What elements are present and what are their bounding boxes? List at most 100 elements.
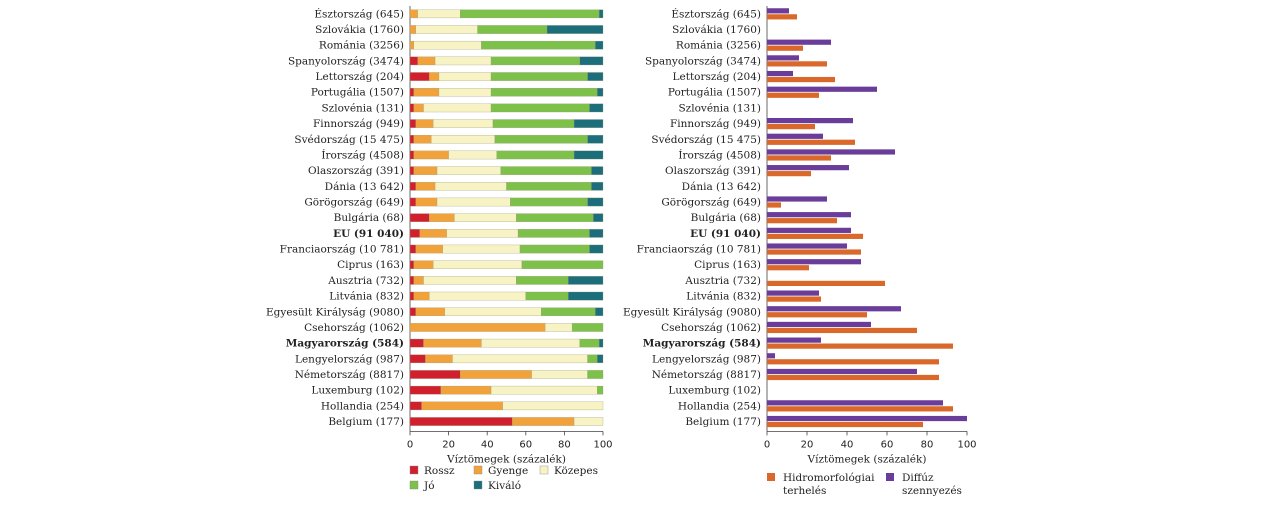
chart1-bar-segment bbox=[409, 354, 426, 364]
chart2-category-label: Görögország (649) bbox=[661, 197, 761, 209]
chart1-bar-segment bbox=[516, 213, 594, 222]
chart1-bar-segment bbox=[434, 56, 492, 66]
chart2-bar-hidromorf bbox=[767, 249, 861, 255]
chart1-bar-segment bbox=[415, 119, 434, 128]
chart2-category-label: Franciaország (10 781) bbox=[637, 244, 761, 256]
chart1-bar-segment bbox=[409, 385, 442, 395]
chart2-category-label: Németország (8817) bbox=[652, 369, 761, 381]
chart2-bar-hidromorf bbox=[767, 421, 923, 428]
chart1-bar-segment bbox=[593, 213, 604, 222]
chart2-category-label: Ciprus (163) bbox=[694, 259, 761, 271]
chart1-bar-segment bbox=[409, 338, 424, 348]
chart1-bar-segment bbox=[409, 40, 415, 50]
chart1-bar-segment bbox=[413, 260, 434, 269]
chart1-bar-segment bbox=[436, 197, 511, 207]
chart1-bar-segment bbox=[531, 370, 588, 379]
chart1-category-label: Lengyelország (987) bbox=[295, 353, 404, 365]
chart1-bar-segment bbox=[429, 291, 526, 301]
chart2-bar-diffuz bbox=[767, 353, 775, 359]
chart1-bar-segment bbox=[409, 276, 415, 285]
chart1-bar-segment bbox=[546, 25, 604, 34]
chart1-bar-segment bbox=[587, 354, 598, 364]
chart2-category-label: EU (91 040) bbox=[690, 228, 761, 240]
chart1-bar-segment bbox=[587, 135, 604, 144]
chart1-bar-segment bbox=[413, 40, 482, 50]
chart1-bar-segment bbox=[589, 244, 604, 254]
chart1-bar-segment bbox=[490, 87, 598, 97]
chart2-bar-hidromorf bbox=[767, 45, 803, 51]
chart2-bar-diffuz bbox=[767, 321, 871, 328]
chart2-bar-hidromorf bbox=[767, 359, 939, 365]
chart2-bar-hidromorf bbox=[767, 218, 837, 224]
chart1-bar-segment bbox=[413, 150, 449, 160]
chart2-bar-diffuz bbox=[767, 118, 853, 124]
chart2-bar-diffuz bbox=[767, 55, 799, 61]
chart2-bar-hidromorf bbox=[767, 92, 819, 98]
chart1-category-label: Lettország (204) bbox=[316, 71, 404, 83]
chart1-bar-segment bbox=[494, 135, 588, 144]
chart1-bar-segment bbox=[517, 229, 590, 238]
chart2-x-tick-label: 40 bbox=[841, 439, 854, 450]
chart1-bar-segment bbox=[496, 150, 575, 160]
chart1-bar-segment bbox=[409, 370, 461, 379]
chart2-category-label: Lengyelország (987) bbox=[652, 353, 761, 365]
chart1-bar-segment bbox=[415, 197, 438, 207]
chart1-category-label: EU (91 040) bbox=[333, 228, 404, 240]
chart1-bar-segment bbox=[452, 354, 588, 364]
chart1-bar-segment bbox=[438, 72, 492, 81]
chart1-bar-segment bbox=[433, 260, 523, 269]
chart1-bar-segment bbox=[525, 291, 569, 301]
chart1-bar-segment bbox=[598, 9, 604, 19]
chart2-category-label: Spanyolország (3474) bbox=[645, 55, 761, 67]
chart1-category-label: Dánia (13 642) bbox=[325, 181, 404, 193]
chart1-bar-segment bbox=[419, 229, 447, 238]
chart2-bar-diffuz bbox=[767, 86, 877, 92]
chart1-x-tick-label: 100 bbox=[593, 439, 612, 450]
chart1-bar-segment bbox=[429, 72, 440, 81]
chart2-category-label: Magyarország (584) bbox=[643, 338, 761, 350]
chart1-bar-segment bbox=[409, 9, 418, 19]
chart1-category-label: Franciaország (10 781) bbox=[280, 244, 404, 256]
chart1-bar-segment bbox=[579, 56, 604, 66]
chart2-bar-diffuz bbox=[767, 415, 967, 422]
chart1-bar-segment bbox=[413, 276, 424, 285]
chart2-bar-hidromorf bbox=[767, 139, 855, 145]
chart1-bar-segment bbox=[454, 213, 517, 222]
chart1-bar-segment bbox=[409, 323, 546, 332]
chart2-category-label: Bulgária (68) bbox=[691, 212, 761, 224]
chart1-bar-segment bbox=[409, 103, 415, 113]
chart2-bar-diffuz bbox=[767, 149, 895, 155]
chart1-legend-swatch bbox=[473, 480, 483, 490]
chart2-bar-hidromorf bbox=[767, 406, 953, 412]
chart1-category-label: Ciprus (163) bbox=[337, 259, 404, 271]
chart2-category-label: Luxemburg (102) bbox=[668, 385, 761, 397]
chart1-bar-segment bbox=[448, 150, 498, 160]
chart1-category-label: Románia (3256) bbox=[319, 40, 404, 52]
chart1-bar-segment bbox=[415, 182, 436, 191]
chart1-bar-segment bbox=[423, 103, 492, 113]
chart1-bar-segment bbox=[409, 25, 416, 34]
chart1-bar-segment bbox=[510, 197, 588, 207]
chart2-bar-hidromorf bbox=[767, 374, 939, 381]
chart2-bar-hidromorf bbox=[767, 296, 821, 302]
chart1-bar-segment bbox=[444, 307, 542, 317]
chart1-bar-segment bbox=[417, 56, 436, 66]
chart1-bar-segment bbox=[425, 354, 453, 364]
chart1-bar-segment bbox=[591, 166, 604, 175]
chart1-bar-segment bbox=[460, 370, 532, 379]
chart2-legend-label: Hidromorfológiai terhelés bbox=[783, 472, 875, 497]
chart1-bar-segment bbox=[490, 56, 580, 66]
chart2-bar-hidromorf bbox=[767, 343, 953, 349]
chart1-bar-segment bbox=[516, 276, 569, 285]
chart2-bar-diffuz bbox=[767, 243, 847, 249]
chart2-x-tick-label: 100 bbox=[957, 439, 976, 450]
chart1-x-tick-label: 20 bbox=[442, 439, 455, 450]
chart1-bar-segment bbox=[587, 370, 604, 379]
chart1-bar-segment bbox=[591, 182, 604, 191]
chart2-bar-diffuz bbox=[767, 133, 823, 139]
chart1-legend-label: Gyenge bbox=[488, 465, 528, 477]
chart1-bar-segment bbox=[595, 40, 604, 50]
chart2-bar-diffuz bbox=[767, 306, 901, 312]
chart2-category-label: Szlovákia (1760) bbox=[672, 24, 761, 36]
